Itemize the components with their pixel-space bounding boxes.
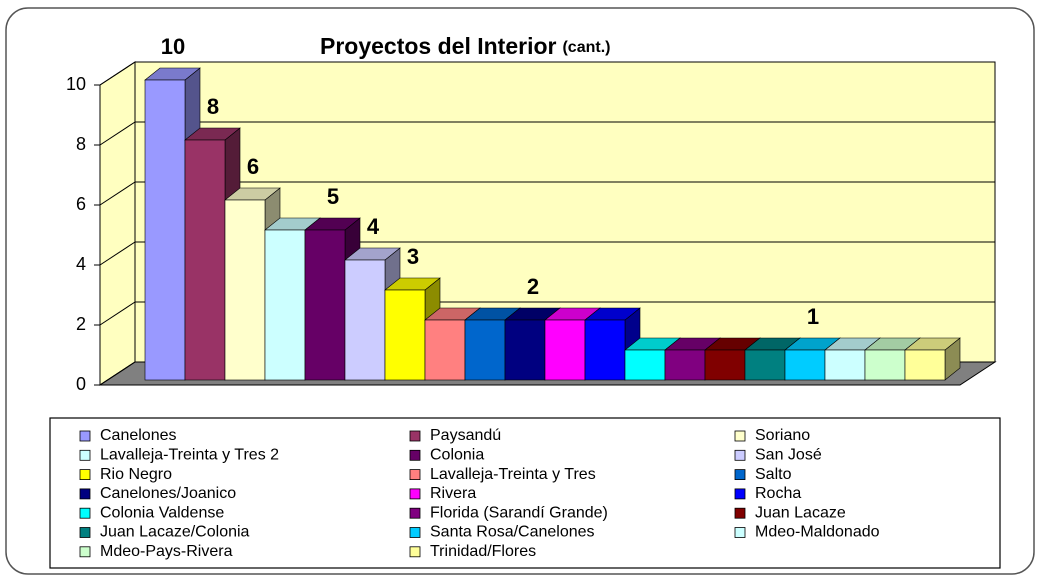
grid-line-side <box>99 61 136 86</box>
legend-swatch <box>409 488 421 500</box>
grid-line-side <box>99 361 136 386</box>
legend-label: Mdeo-Pays-Rivera <box>100 543 233 560</box>
data-label: 1 <box>807 304 819 329</box>
legend-label: Rivera <box>430 485 476 502</box>
legend-swatch <box>409 449 421 461</box>
legend-label: Colonia <box>430 447 484 464</box>
bar <box>904 349 946 381</box>
legend-label: Colonia Valdense <box>100 504 224 521</box>
y-tick-label: 10 <box>66 74 86 94</box>
data-label: 8 <box>207 94 219 119</box>
legend-swatch <box>409 527 421 538</box>
legend-label: Rio Negro <box>100 466 172 483</box>
legend-label: Lavalleja-Treinta y Tres <box>430 466 596 483</box>
legend-swatch <box>79 430 91 442</box>
legend-label: Rocha <box>755 485 801 502</box>
bar <box>464 319 506 381</box>
bar <box>824 349 866 381</box>
legend-swatch <box>409 546 421 558</box>
y-tick-label: 0 <box>76 374 86 394</box>
legend-label: Paysandú <box>430 427 501 444</box>
legend-label: Florida (Sarandí Grande) <box>430 504 608 521</box>
title-main: Proyectos del Interior <box>320 33 557 59</box>
legend-label: Soriano <box>755 427 810 444</box>
grid-line-side <box>99 241 136 266</box>
legend-swatch <box>734 449 746 461</box>
bar <box>264 229 306 381</box>
y-tick-label: 2 <box>76 314 86 334</box>
bar <box>584 319 626 381</box>
bar <box>384 289 426 381</box>
y-tick-label: 8 <box>76 134 86 154</box>
y-tick-label: 6 <box>76 194 86 214</box>
legend-box <box>49 417 1001 569</box>
bar <box>544 319 586 381</box>
legend-label: San José <box>755 447 822 464</box>
legend-swatch <box>409 430 421 442</box>
legend-swatch <box>79 527 91 538</box>
side-wall <box>99 61 136 386</box>
legend-swatch <box>79 546 91 558</box>
legend-swatch <box>734 527 746 538</box>
bar <box>304 229 346 381</box>
chart-title: Proyectos del Interior (cant.) <box>320 33 610 59</box>
title-suffix: (cant.) <box>562 39 610 56</box>
legend-swatch <box>79 488 91 500</box>
bar <box>784 349 826 381</box>
data-label: 10 <box>161 34 185 59</box>
legend-label: Trinidad/Flores <box>430 543 536 560</box>
legend-label: Juan Lacaze <box>755 504 846 521</box>
legend-swatch <box>734 469 746 481</box>
grid-line-side <box>99 301 136 326</box>
bar <box>144 79 186 381</box>
bar <box>864 349 906 381</box>
legend-swatch <box>409 469 421 481</box>
legend-label: Lavalleja-Treinta y Tres 2 <box>100 447 279 464</box>
data-label: 3 <box>407 244 419 269</box>
data-label: 2 <box>527 274 539 299</box>
data-label: 4 <box>367 214 380 239</box>
legend-swatch <box>79 507 91 519</box>
bar <box>224 199 266 381</box>
grid-line-side <box>99 121 136 146</box>
bar <box>624 349 666 381</box>
legend-swatch <box>79 449 91 461</box>
legend-swatch <box>734 430 746 442</box>
legend-swatch <box>79 469 91 481</box>
bar <box>344 259 386 381</box>
legend-label: Santa Rosa/Canelones <box>430 524 595 541</box>
legend-label: Juan Lacaze/Colonia <box>100 524 250 541</box>
legend-swatch <box>734 488 746 500</box>
legend-label: Canelones <box>100 427 177 444</box>
y-tick-label: 4 <box>76 254 86 274</box>
legend-swatch <box>734 507 746 519</box>
legend-label: Salto <box>755 466 792 483</box>
legend-label: Mdeo-Maldonado <box>755 524 880 541</box>
bar <box>504 319 546 381</box>
data-label: 5 <box>327 184 339 209</box>
legend-label: Canelones/Joanico <box>100 485 236 502</box>
legend-swatch <box>409 507 421 519</box>
bar <box>744 349 786 381</box>
bar <box>704 349 746 381</box>
data-label: 6 <box>247 154 259 179</box>
grid-line-side <box>99 181 136 206</box>
bar <box>184 139 226 381</box>
bar <box>424 319 466 381</box>
bar <box>664 349 706 381</box>
